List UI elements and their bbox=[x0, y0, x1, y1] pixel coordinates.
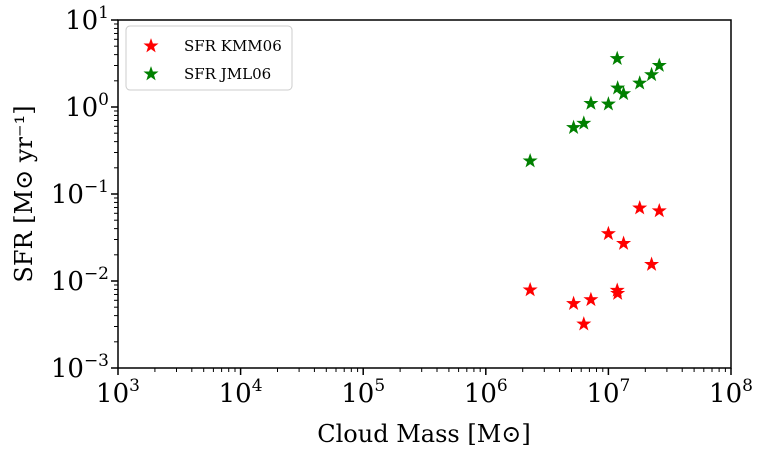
x-tick-label: 106 bbox=[464, 376, 508, 409]
legend: SFR KMM06 SFR JML06 bbox=[125, 25, 293, 91]
data-point-sfr-kmm06 bbox=[566, 295, 582, 310]
tick-labels: 103 104 105 106 107 108 10−3 10−2 10−1 100 101 bbox=[51, 3, 753, 409]
x-tick-label: 105 bbox=[341, 376, 385, 409]
legend-label-sfr-kmm06: SFR KMM06 bbox=[184, 37, 282, 55]
x-tick-label: 107 bbox=[586, 376, 630, 409]
data-point-sfr-kmm06 bbox=[600, 225, 616, 241]
data-point-sfr-kmm06 bbox=[644, 256, 660, 271]
data-point-sfr-jml06 bbox=[576, 115, 592, 130]
y-axis-label: SFR [M⊙ yr⁻¹] bbox=[10, 105, 38, 282]
y-tick-label: 10−2 bbox=[51, 264, 109, 297]
data-point-sfr-kmm06 bbox=[651, 202, 667, 218]
data-point-sfr-jml06 bbox=[632, 75, 648, 90]
data-point-sfr-kmm06 bbox=[583, 291, 599, 307]
y-tick-label: 10−3 bbox=[51, 351, 109, 384]
y-tick-label: 101 bbox=[65, 3, 109, 36]
data-point-sfr-kmm06 bbox=[522, 281, 538, 297]
plot-frame bbox=[117, 19, 732, 369]
legend-label-sfr-jml06: SFR JML06 bbox=[184, 65, 271, 83]
y-tick-label: 10−1 bbox=[51, 177, 109, 210]
data-point-sfr-jml06 bbox=[644, 66, 660, 82]
data-point-sfr-jml06 bbox=[651, 57, 667, 72]
data-point-sfr-jml06 bbox=[609, 50, 625, 65]
data-point-sfr-jml06 bbox=[610, 80, 626, 95]
data-point-sfr-jml06 bbox=[583, 95, 599, 110]
legend-marker-sfr-kmm06 bbox=[143, 38, 159, 53]
data-point-sfr-jml06 bbox=[600, 96, 616, 111]
legend-box bbox=[125, 25, 293, 91]
x-tick-label: 108 bbox=[709, 376, 753, 409]
data-point-sfr-kmm06 bbox=[616, 235, 632, 250]
legend-marker-sfr-jml06 bbox=[143, 66, 159, 81]
x-axis-label: Cloud Mass [M⊙] bbox=[317, 420, 531, 448]
data-point-sfr-kmm06 bbox=[576, 316, 592, 331]
data-point-sfr-kmm06 bbox=[610, 285, 626, 300]
data-point-sfr-jml06 bbox=[566, 119, 582, 134]
data-point-sfr-jml06 bbox=[616, 85, 632, 101]
data-points bbox=[522, 50, 667, 331]
x-tick-label: 103 bbox=[96, 376, 140, 409]
y-tick-label: 100 bbox=[65, 90, 109, 123]
x-tick-label: 104 bbox=[219, 376, 263, 409]
data-point-sfr-jml06 bbox=[522, 153, 538, 168]
data-point-sfr-kmm06 bbox=[632, 200, 648, 215]
